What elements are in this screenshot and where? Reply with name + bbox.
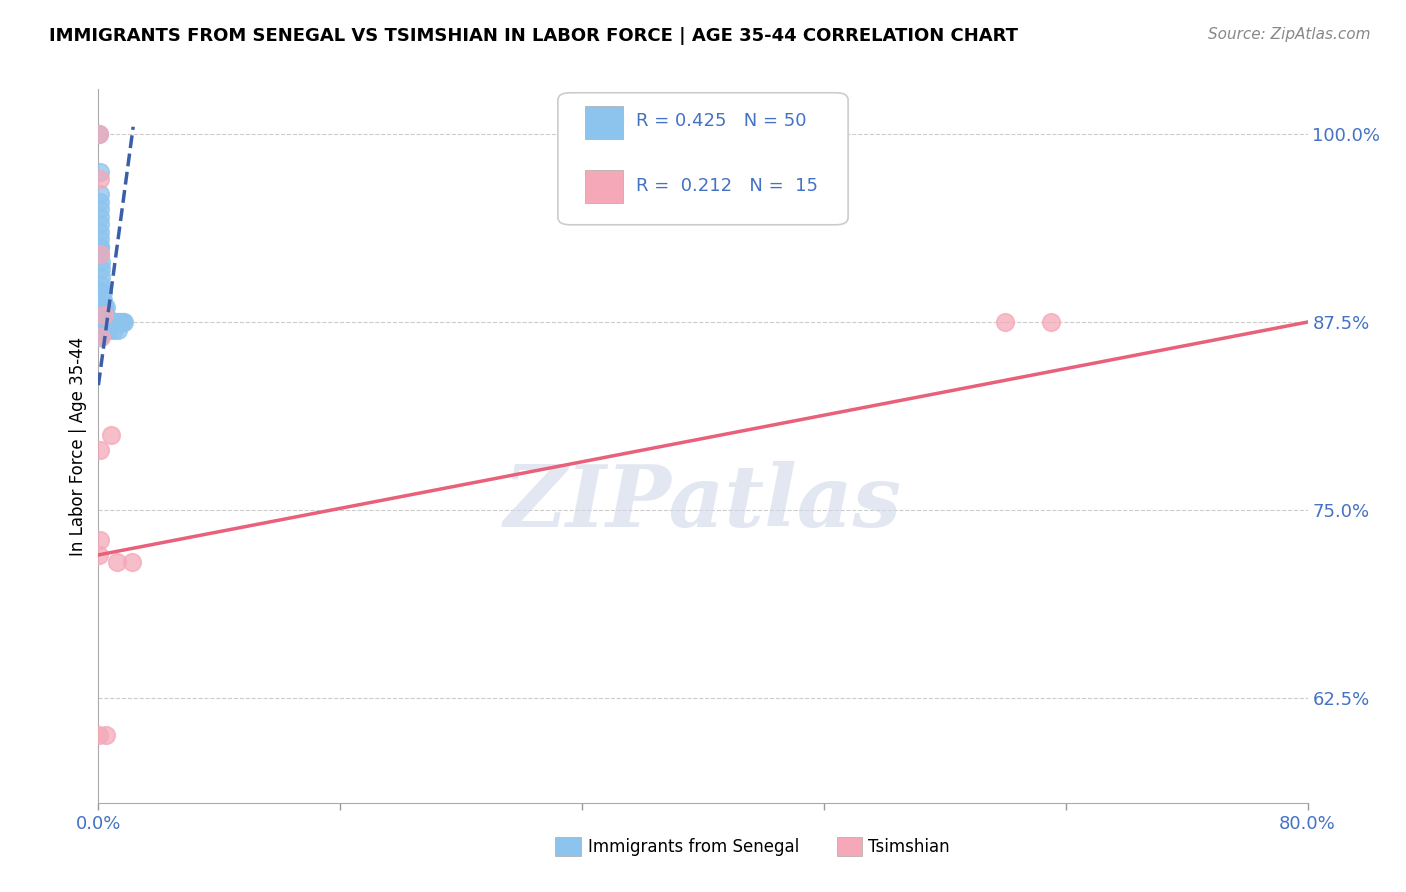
Text: ZIPatlas: ZIPatlas [503,461,903,545]
Point [89,218,111,232]
Point [121,556,143,570]
Point [89,322,111,336]
Point [89,315,111,329]
Point [89,210,111,224]
Point [98,322,121,336]
Text: R =  0.212   N =  15: R = 0.212 N = 15 [637,178,818,195]
Point [94,308,117,322]
Point [89,548,111,562]
Text: IMMIGRANTS FROM SENEGAL VS TSIMSHIAN IN LABOR FORCE | AGE 35-44 CORRELATION CHAR: IMMIGRANTS FROM SENEGAL VS TSIMSHIAN IN … [49,27,1018,45]
Bar [585,105,623,139]
Point [90,277,112,292]
Point [91,285,114,299]
Point [89,247,111,261]
Point [1039,315,1062,329]
Point [89,202,111,217]
Point [105,315,128,329]
Point [93,308,115,322]
Point [107,315,129,329]
Point [89,225,111,239]
Point [89,322,111,336]
Point [103,322,125,336]
Point [89,232,111,246]
Point [89,187,111,202]
Point [94,300,117,314]
Point [105,556,128,570]
Point [90,285,112,299]
Point [89,330,111,344]
Point [110,315,132,329]
Point [90,270,112,285]
Point [104,315,127,329]
Point [90,330,112,344]
Point [89,165,111,179]
Point [90,255,112,269]
Point [89,128,111,142]
Point [89,442,111,457]
Point [107,322,129,336]
Point [994,315,1017,329]
Point [89,308,111,322]
Point [100,427,122,442]
Point [89,240,111,254]
Point [89,533,111,547]
Point [89,315,111,329]
Point [89,330,111,344]
Point [93,300,115,314]
Point [108,315,131,329]
Point [89,247,111,261]
Point [111,315,134,329]
Point [89,300,111,314]
Point [89,308,111,322]
Point [89,194,111,209]
Point [91,293,114,307]
Point [112,315,135,329]
Bar [585,169,623,203]
Point [89,128,111,142]
Text: Source: ZipAtlas.com: Source: ZipAtlas.com [1208,27,1371,42]
Point [90,262,112,277]
Point [89,172,111,186]
Point [93,308,115,322]
Point [94,728,117,742]
Point [103,315,125,329]
Point [101,315,124,329]
Y-axis label: In Labor Force | Age 35-44: In Labor Force | Age 35-44 [69,336,87,556]
Text: Immigrants from Senegal: Immigrants from Senegal [588,838,799,855]
Text: Tsimshian: Tsimshian [868,838,949,855]
Point [100,315,122,329]
Point [89,300,111,314]
Point [89,240,111,254]
Point [96,315,118,329]
FancyBboxPatch shape [558,93,848,225]
Text: R = 0.425   N = 50: R = 0.425 N = 50 [637,112,807,130]
Point [94,315,117,329]
Point [91,300,114,314]
Point [98,315,121,329]
Point [89,728,111,742]
